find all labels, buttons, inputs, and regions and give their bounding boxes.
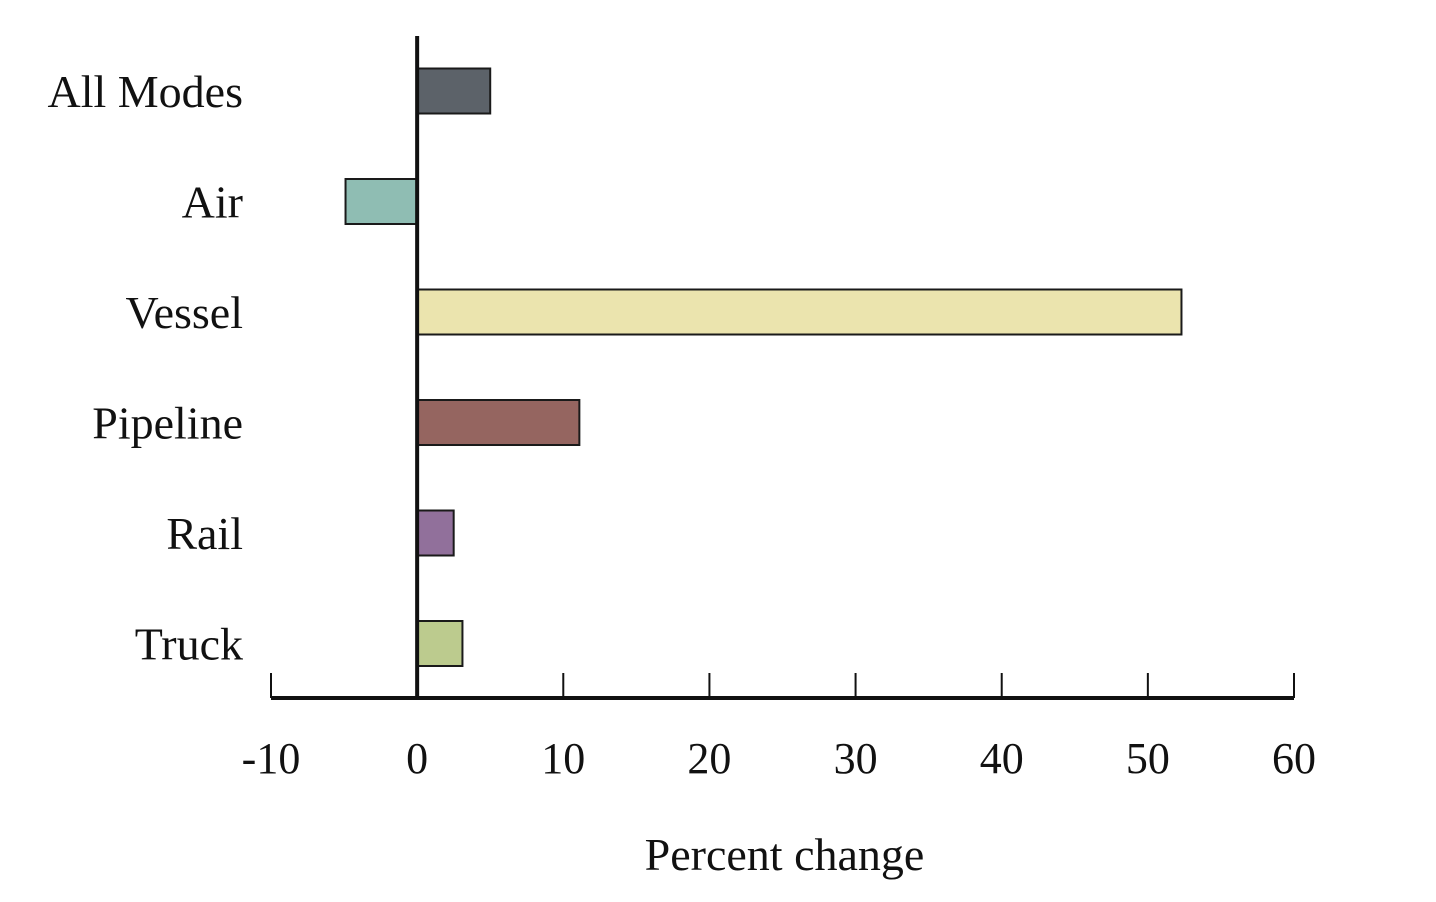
bar-all-modes <box>416 67 492 115</box>
x-tick-label-20: 20 <box>687 734 731 783</box>
bar-pipeline <box>416 399 581 446</box>
bars-layer <box>344 67 1183 667</box>
x-tick-label-10: 10 <box>541 734 585 783</box>
bar-truck <box>416 620 464 667</box>
x-axis-tick-labels: -10 0 10 20 30 40 50 60 <box>242 734 1316 783</box>
x-tick-label-40: 40 <box>980 734 1024 783</box>
category-label-truck: Truck <box>135 619 243 670</box>
bar-vessel <box>416 288 1183 336</box>
category-label-vessel: Vessel <box>125 287 243 338</box>
bar-rail <box>416 509 455 557</box>
x-tick-label-0: 0 <box>406 734 428 783</box>
category-label-air: Air <box>182 177 243 228</box>
axes <box>271 36 1294 700</box>
x-axis-title: Percent change <box>645 829 925 880</box>
bar-air <box>344 178 419 225</box>
category-labels: All Modes Air Vessel Pipeline Rail Truck <box>48 66 244 670</box>
category-label-pipeline: Pipeline <box>92 398 243 449</box>
x-tick-label-60: 60 <box>1272 734 1316 783</box>
x-axis-ticks <box>270 673 1295 698</box>
category-label-rail: Rail <box>166 508 243 559</box>
category-label-all-modes: All Modes <box>48 66 244 117</box>
x-tick-label-50: 50 <box>1126 734 1170 783</box>
x-tick-label-30: 30 <box>834 734 878 783</box>
x-tick-label-10: -10 <box>242 734 301 783</box>
